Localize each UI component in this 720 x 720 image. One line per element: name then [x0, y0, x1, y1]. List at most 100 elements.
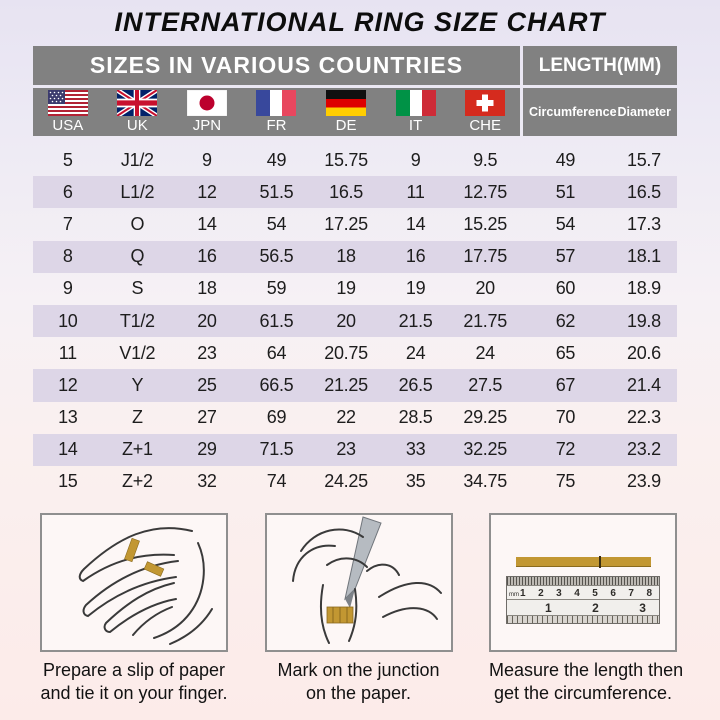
- table-cell: 26.5: [398, 374, 433, 395]
- table-cell: 54: [266, 213, 287, 234]
- table-cell: Z+1: [122, 439, 153, 460]
- table-row: 12 Y 25 66.5 21.25 26.5 27.5 67 21.4: [33, 369, 677, 402]
- table-cell: 23: [336, 439, 356, 460]
- table-cell: 22: [336, 407, 356, 428]
- ruler-unit-label: mm: [509, 592, 519, 598]
- table-cell: Z+2: [122, 471, 153, 492]
- hand-with-paper-strip-illustration: [78, 527, 213, 645]
- hand-marking-with-pen-illustration: [291, 516, 442, 644]
- table-cell: 72: [555, 439, 576, 460]
- table-cell: 28.5: [398, 407, 433, 428]
- column-header-diameter: Diameter: [617, 105, 672, 119]
- step-3-caption-line-2: get the circumference.: [493, 683, 673, 703]
- table-cell: 56.5: [259, 246, 294, 267]
- table-cell: 19.8: [627, 310, 661, 331]
- table-cell: 12.75: [463, 181, 507, 202]
- table-cell: 9.5: [473, 149, 498, 170]
- table-cell: 60: [555, 278, 576, 299]
- ruler-number: 6: [610, 588, 616, 599]
- ring-size-table: SIZES IN VARIOUS COUNTRIES LENGTH(MM): [33, 46, 677, 498]
- table-column-header-row: USA UK: [33, 88, 677, 136]
- table-cell: 24: [475, 342, 495, 363]
- table-cell: 67: [555, 374, 576, 395]
- table-cell: 54: [555, 213, 576, 234]
- header-length-mm: LENGTH(MM): [523, 46, 677, 85]
- table-cell: 15.25: [463, 213, 507, 234]
- table-cell: T1/2: [119, 310, 155, 331]
- table-cell: 14: [197, 213, 217, 234]
- table-cell: 12: [58, 374, 78, 395]
- table-cell: 8: [62, 246, 73, 267]
- column-label-de: DE: [335, 117, 357, 134]
- table-cell: 21.4: [627, 374, 661, 395]
- japan-flag-icon: [186, 90, 227, 116]
- ruler-number: 4: [574, 588, 580, 599]
- table-cell: 6: [62, 181, 73, 202]
- table-cell: 16: [405, 246, 426, 267]
- table-cell: L1/2: [120, 181, 155, 202]
- ruler-number: 1: [520, 588, 526, 599]
- ruler-cm-scale: mm 1 2 3 4 5 6 7 8: [507, 586, 659, 600]
- table-cell: 14: [58, 439, 78, 460]
- step-1-illustration-box: [40, 513, 228, 652]
- table-cell: 21.5: [398, 310, 433, 331]
- table-cell: 20: [475, 278, 495, 299]
- table-cell: 19: [405, 278, 426, 299]
- table-group-header-row: SIZES IN VARIOUS COUNTRIES LENGTH(MM): [33, 46, 677, 85]
- table-cell: 21.75: [463, 310, 507, 331]
- ruler-number: 1: [545, 601, 552, 615]
- usa-flag-icon: [47, 90, 88, 116]
- column-header-fr: FR: [242, 88, 312, 136]
- table-cell: 20.75: [324, 342, 368, 363]
- table-cell: O: [130, 213, 145, 234]
- step-1: Prepare a slip of paper and tie it on yo…: [40, 513, 228, 705]
- table-cell: 32: [197, 471, 217, 492]
- table-cell: 7: [62, 213, 73, 234]
- table-cell: 51: [555, 181, 576, 202]
- ruler-number: 2: [538, 588, 544, 599]
- table-cell: 34.75: [463, 471, 507, 492]
- table-cell: 16: [197, 246, 217, 267]
- table-row: 8 Q 16 56.5 18 16 17.75 57 18.1: [33, 240, 677, 273]
- measuring-steps: Prepare a slip of paper and tie it on yo…: [40, 513, 683, 705]
- step-2-caption-line-1: Mark on the junction: [277, 660, 440, 680]
- table-cell: 33: [405, 439, 426, 460]
- column-header-circumference: Circumference: [529, 105, 617, 119]
- ruler-bottom-ticks: [507, 615, 659, 623]
- table-cell: 17.75: [463, 246, 507, 267]
- country-columns: USA UK: [33, 88, 520, 136]
- table-cell: 69: [266, 407, 287, 428]
- column-header-jpn: JPN: [172, 88, 242, 136]
- table-cell: 65: [555, 342, 576, 363]
- table-row: 9 S 18 59 19 19 20 60 18.9: [33, 273, 677, 305]
- table-cell: 27.5: [468, 374, 503, 395]
- table-row: 10 T1/2 20 61.5 20 21.5 21.75 62 19.8: [33, 304, 677, 338]
- table-cell: 15: [58, 471, 78, 492]
- table-cell: J1/2: [120, 149, 154, 170]
- column-header-it: IT: [381, 88, 451, 136]
- table-cell: 29.25: [463, 407, 507, 428]
- table-cell: 24.25: [324, 471, 368, 492]
- table-row: 15 Z+2 32 74 24.25 35 34.75 75 23.9: [33, 466, 677, 498]
- ruler-number: 8: [646, 588, 652, 599]
- table-cell: 20: [336, 310, 356, 331]
- table-cell: 49: [266, 149, 287, 170]
- column-header-usa: USA: [33, 88, 103, 136]
- italy-flag-icon: [395, 90, 436, 116]
- table-cell: 15.75: [324, 149, 368, 170]
- column-label-jpn: JPN: [192, 117, 222, 134]
- step-3-caption: Measure the length then get the circumfe…: [489, 659, 683, 705]
- column-label-che: CHE: [469, 117, 501, 134]
- table-cell: 61.5: [259, 310, 294, 331]
- table-cell: 20: [197, 310, 217, 331]
- table-cell: 75: [555, 471, 576, 492]
- table-cell: 16.5: [627, 181, 661, 202]
- table-body: 5 J1/2 9 49 15.75 9 9.5 49 15.7 6 L1/2 12 51.5 16.5 11…: [33, 144, 677, 498]
- table-cell: 49: [555, 149, 576, 170]
- column-label-usa: USA: [52, 117, 84, 134]
- table-cell: 71.5: [259, 439, 294, 460]
- step-3-illustration-box: mm 1 2 3 4 5 6 7 8 1 2 3: [489, 513, 677, 652]
- table-cell: 59: [266, 278, 287, 299]
- table-cell: 32.25: [463, 439, 507, 460]
